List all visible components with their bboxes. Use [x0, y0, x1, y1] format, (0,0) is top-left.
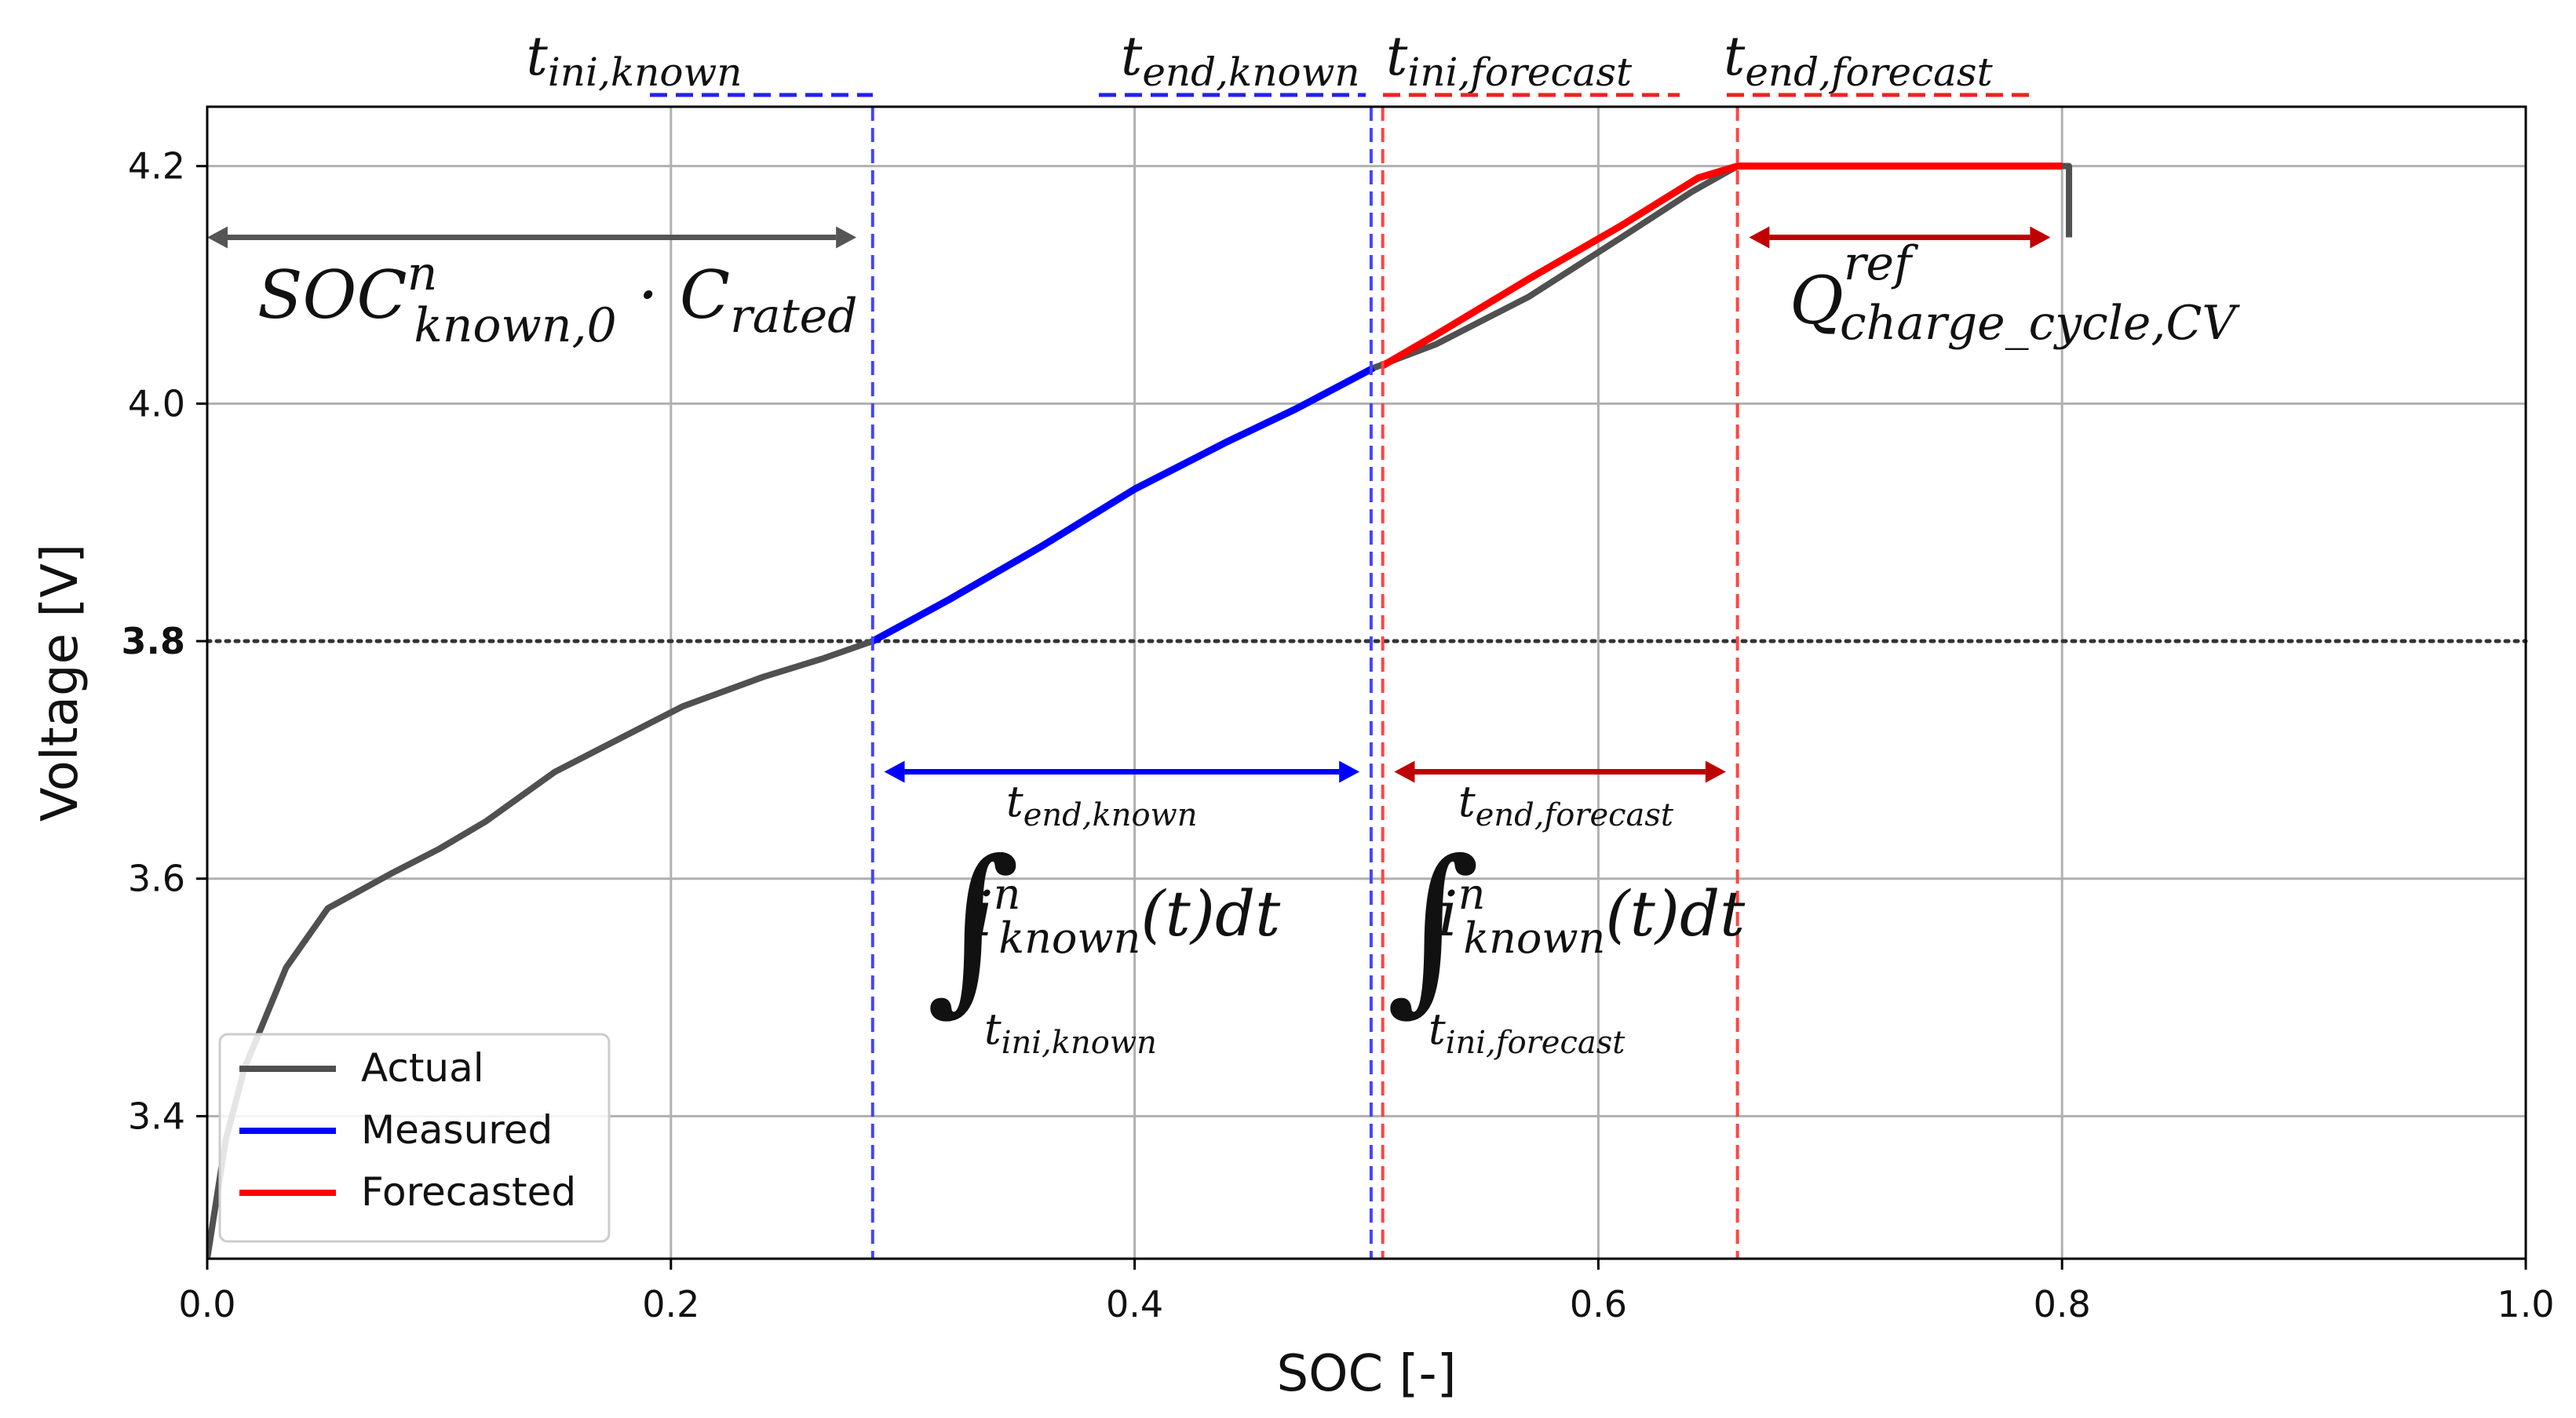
integral-body-forecast: in known(t)dt [1438, 869, 1746, 963]
integral-symbol-known: ∫ [926, 822, 1020, 1032]
x-tick-group: 0.0 0.2 0.4 0.6 0.8 1.0 [178, 1259, 2555, 1325]
arrow-head-right [836, 226, 857, 249]
label-soc-known-crated: SOCn known,0 · Crated [257, 246, 858, 353]
y-tick-label: 3.8 [122, 620, 186, 662]
x-tick-label: 1.0 [2497, 1283, 2554, 1325]
x-tick-label: 0.6 [1570, 1283, 1627, 1325]
integral-forecast: ∫ tend,forecast in known(t)dt tini,foreca… [1386, 777, 1746, 1061]
series-line-measured [870, 364, 1375, 644]
integral-lower-forecast: tini,forecast [1428, 1004, 1626, 1061]
label-t-ini-forecast: tini,forecast [1386, 26, 1633, 95]
x-tick-label: 0.8 [2034, 1283, 2091, 1325]
arrow-head-left [1749, 226, 1770, 249]
integral-upper-known: tend,known [1006, 777, 1198, 833]
plot-frame [206, 105, 2527, 1260]
y-tick-label: 4.0 [128, 382, 185, 425]
integral-known: ∫ tend,known in known(t)dt tini,known [926, 777, 1281, 1061]
arrow-head-left [1394, 760, 1415, 783]
legend-label-actual: Actual [361, 1045, 484, 1091]
label-t-end-known: tend,known [1121, 26, 1360, 95]
series-line-forecasted [1381, 162, 2063, 369]
x-tick-label: 0.2 [642, 1283, 699, 1325]
label-q-ref: Qref charge_cycle,CV [1790, 236, 2240, 351]
arrow-head-left [884, 760, 905, 783]
arrow-group [207, 226, 2051, 783]
legend-label-forecasted: Forecasted [361, 1169, 576, 1215]
x-tick-label: 0.0 [178, 1283, 235, 1325]
arrow-head-left [207, 226, 228, 249]
x-tick-label: 0.4 [1106, 1283, 1163, 1325]
legend: Actual Measured Forecasted [218, 1033, 611, 1243]
x-axis-label: SOC [-] [1276, 1345, 1456, 1403]
arrow-head-right [2030, 226, 2051, 249]
series-group [207, 162, 2073, 1259]
arrow-head-right [1339, 760, 1360, 783]
integral-symbol-forecast: ∫ [1386, 822, 1480, 1032]
integral-lower-known: tini,known [984, 1004, 1157, 1061]
y-tick-label: 4.2 [128, 145, 185, 188]
vertical-marker-group [870, 107, 1739, 1259]
label-t-end-forecast: tend,forecast [1724, 26, 1994, 95]
y-axis-label: Voltage [V] [31, 544, 89, 822]
integral-upper-forecast: tend,forecast [1458, 777, 1674, 833]
y-tick-label: 3.6 [128, 858, 185, 900]
legend-label-measured: Measured [361, 1107, 553, 1153]
arrow-head-right [1705, 760, 1726, 783]
integral-body-known: in known(t)dt [973, 869, 1281, 963]
y-tick-label: 3.4 [128, 1095, 185, 1137]
y-tick-group: 3.4 3.6 3.8 4.0 4.2 [122, 145, 207, 1137]
label-t-ini-known: tini,known [526, 26, 742, 95]
